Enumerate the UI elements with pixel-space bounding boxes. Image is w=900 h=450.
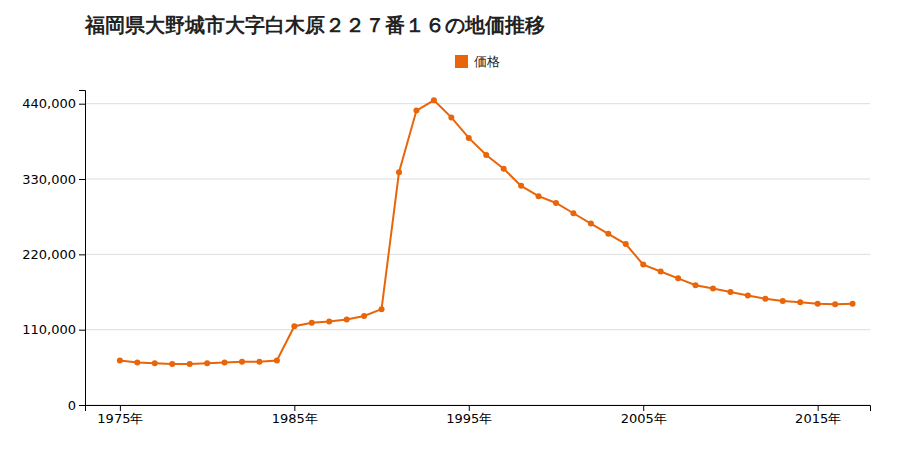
tick-mark <box>469 405 470 411</box>
x-axis: 1975年 1985年 1995年 2005年 2015年 <box>86 405 871 426</box>
tick-label: 1995年 <box>446 411 492 426</box>
title: 福岡県大野城市大字白木原２２７番１６の地価推移 <box>84 13 545 37</box>
tick: 0 <box>68 398 85 413</box>
tick-label: 1985年 <box>272 411 318 426</box>
tick-mark <box>294 405 295 411</box>
point <box>134 360 140 366</box>
tick-mark <box>79 104 85 105</box>
point <box>413 108 419 114</box>
point <box>169 361 175 367</box>
marks <box>117 97 856 367</box>
tick: 1975年 <box>97 405 143 426</box>
tick: 330,000 <box>22 172 85 187</box>
point <box>431 97 437 103</box>
point <box>588 221 594 227</box>
point <box>832 301 838 307</box>
point <box>553 200 559 206</box>
point <box>396 169 402 175</box>
point <box>274 357 280 363</box>
point <box>605 231 611 237</box>
tick-label: 2015年 <box>795 411 841 426</box>
tick-label: 0 <box>68 398 76 413</box>
tick: 440,000 <box>22 96 85 111</box>
point <box>850 301 856 307</box>
tick: 220,000 <box>22 247 85 262</box>
point <box>675 275 681 281</box>
point <box>640 262 646 268</box>
tick-label: 220,000 <box>22 247 76 262</box>
point <box>117 357 123 363</box>
point <box>762 296 768 302</box>
point <box>291 323 297 329</box>
point <box>815 301 821 307</box>
y-grid <box>85 104 870 405</box>
tick-mark <box>818 405 819 411</box>
point <box>623 241 629 247</box>
tick: 1985年 <box>272 405 318 426</box>
markers <box>117 97 856 367</box>
point <box>152 360 158 366</box>
tick-mark <box>643 405 644 411</box>
tick-mark <box>79 179 85 180</box>
point <box>326 318 332 324</box>
point <box>727 289 733 295</box>
point <box>536 193 542 199</box>
grid-line <box>85 179 870 180</box>
tick: 2005年 <box>621 405 667 426</box>
point <box>518 183 524 189</box>
point <box>344 316 350 322</box>
line <box>120 100 853 364</box>
tick-label: 1975年 <box>97 411 143 426</box>
point <box>204 360 210 366</box>
point <box>745 292 751 298</box>
tick-mark <box>79 405 85 406</box>
tick-label: 330,000 <box>22 172 76 187</box>
point <box>570 210 576 216</box>
axis-line <box>79 91 86 406</box>
point <box>710 286 716 292</box>
point <box>693 282 699 288</box>
legend-label: 価格 <box>474 54 500 69</box>
chart: 福岡県大野城市大字白木原２２７番１６の地価推移 1975年 1985年 1995年 20… <box>0 0 900 450</box>
point <box>379 306 385 312</box>
point <box>256 359 262 365</box>
grid-line <box>85 103 870 104</box>
axis-line <box>86 406 871 412</box>
point <box>658 268 664 274</box>
point <box>239 359 245 365</box>
tick-label: 110,000 <box>22 322 76 337</box>
y-axis: 0 110,000 220,000 330,000 440,000 <box>22 91 85 413</box>
point <box>780 298 786 304</box>
tick-mark <box>79 330 85 331</box>
point <box>222 360 228 366</box>
tick-mark <box>79 254 85 255</box>
point <box>309 320 315 326</box>
point <box>501 166 507 172</box>
tick: 110,000 <box>22 322 85 337</box>
point <box>361 313 367 319</box>
plot-area: 1975年 1985年 1995年 2005年 2015年 0 110,000 220,000… <box>22 91 870 427</box>
point <box>187 361 193 367</box>
point <box>466 135 472 141</box>
tick-mark <box>120 405 121 411</box>
tick-label: 2005年 <box>621 411 667 426</box>
legend-swatch <box>455 55 468 68</box>
legend: 価格 <box>455 54 500 69</box>
point <box>797 299 803 305</box>
legend-item: 価格 <box>455 54 500 69</box>
grid-line <box>85 254 870 255</box>
tick-label: 440,000 <box>22 96 76 111</box>
tick: 1995年 <box>446 405 492 426</box>
grid-line <box>85 329 870 330</box>
point <box>448 114 454 120</box>
point <box>483 152 489 158</box>
tick: 2015年 <box>795 405 841 426</box>
